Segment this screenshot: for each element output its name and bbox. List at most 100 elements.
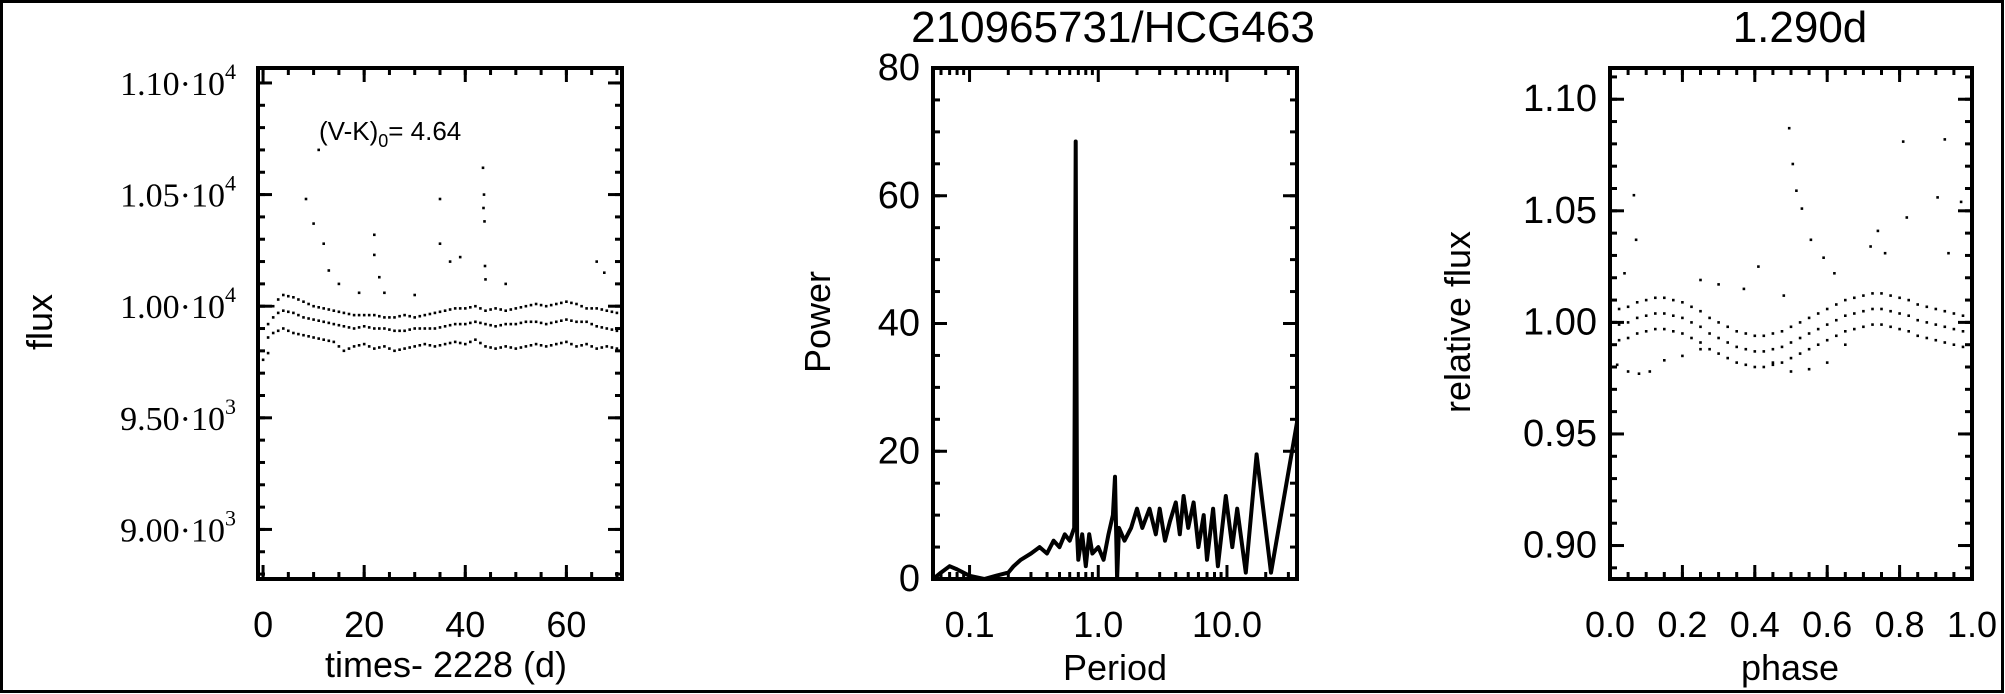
data-point	[362, 342, 366, 346]
data-point	[352, 313, 356, 317]
data-point	[504, 322, 507, 326]
data-point	[373, 313, 376, 317]
light-curve-xlabel: times- 2228 (d)	[325, 644, 567, 685]
data-point	[282, 309, 285, 312]
data-point	[317, 319, 320, 322]
data-point	[453, 340, 457, 344]
data-point	[317, 337, 320, 340]
data-point	[1699, 278, 1702, 282]
y-tick-mantissa: 60	[878, 175, 920, 217]
y-tick-label: 40	[878, 303, 920, 345]
data-point	[575, 345, 578, 348]
y-tick-label: 0.90	[1523, 525, 1597, 567]
data-point	[1825, 361, 1829, 364]
data-point	[297, 313, 300, 317]
data-point	[570, 319, 573, 322]
data-point	[1672, 298, 1675, 302]
data-point	[1835, 334, 1838, 338]
data-point	[544, 345, 548, 348]
data-point	[1898, 312, 1901, 315]
data-point	[555, 342, 558, 346]
data-point	[600, 308, 604, 311]
data-point	[266, 351, 270, 355]
y-tick-mantissa: 1.05	[1523, 190, 1597, 232]
data-point	[357, 344, 361, 347]
data-point	[494, 347, 497, 350]
data-point	[1615, 363, 1619, 367]
data-point	[317, 306, 320, 309]
data-point	[534, 320, 538, 324]
x-tick-label: 0.4	[1730, 604, 1780, 645]
data-point	[1699, 325, 1702, 329]
data-point	[1699, 309, 1702, 313]
data-point	[1925, 305, 1929, 309]
data-point	[549, 303, 553, 307]
data-point	[1626, 305, 1630, 309]
data-point	[373, 347, 376, 350]
data-point	[453, 322, 457, 326]
data-point	[504, 282, 507, 286]
data-point	[357, 291, 361, 295]
data-point	[347, 312, 351, 316]
data-point	[1880, 307, 1883, 311]
data-point	[297, 298, 300, 301]
data-point	[1681, 301, 1684, 304]
data-point	[418, 327, 422, 330]
periodogram-xlabel: Period	[1063, 647, 1167, 688]
data-point	[1961, 330, 1965, 333]
data-point	[539, 344, 543, 347]
data-point	[1623, 272, 1626, 275]
data-point	[1681, 316, 1684, 320]
data-point	[292, 331, 295, 335]
data-point	[433, 311, 437, 315]
y-tick-label: 0	[899, 558, 920, 600]
data-point	[1844, 314, 1847, 317]
data-point	[595, 325, 598, 328]
data-point	[534, 302, 538, 306]
data-point	[1844, 298, 1847, 302]
x-tick-label: 0.1	[945, 604, 995, 645]
data-point	[1943, 138, 1947, 141]
data-point	[337, 323, 341, 327]
data-point	[483, 264, 487, 268]
data-point	[1753, 350, 1757, 353]
data-point	[1844, 330, 1847, 333]
data-point	[423, 342, 427, 346]
data-point	[443, 325, 447, 328]
data-point	[1626, 336, 1630, 340]
data-point	[282, 327, 285, 330]
x-tick-label: 40	[445, 604, 485, 645]
data-point	[1807, 332, 1811, 335]
data-point	[337, 282, 341, 286]
data-point	[580, 344, 583, 347]
data-point	[373, 253, 376, 257]
y-tick-label: 80	[878, 47, 920, 89]
y-tick-label: 0.95	[1523, 413, 1597, 455]
data-point	[1791, 162, 1795, 166]
data-point	[423, 327, 427, 330]
data-point	[337, 345, 341, 348]
data-point	[302, 300, 305, 303]
data-point	[489, 346, 492, 349]
data-point	[1690, 305, 1693, 309]
data-point	[615, 347, 619, 350]
data-point	[342, 311, 346, 315]
data-point	[357, 326, 361, 329]
data-point	[297, 332, 300, 336]
data-point	[1833, 272, 1836, 275]
data-point	[1816, 312, 1820, 315]
data-point	[1889, 309, 1892, 313]
y-tick-exponent: 3	[225, 505, 236, 530]
data-point	[1735, 345, 1738, 349]
data-point	[1798, 321, 1802, 324]
data-point	[1798, 352, 1802, 355]
data-point	[1654, 312, 1657, 315]
data-point	[489, 323, 492, 327]
data-point	[428, 344, 432, 347]
axes-box	[256, 66, 624, 581]
data-point	[1853, 296, 1856, 300]
data-point	[327, 339, 331, 343]
data-point	[1648, 370, 1652, 373]
data-point	[539, 321, 543, 325]
